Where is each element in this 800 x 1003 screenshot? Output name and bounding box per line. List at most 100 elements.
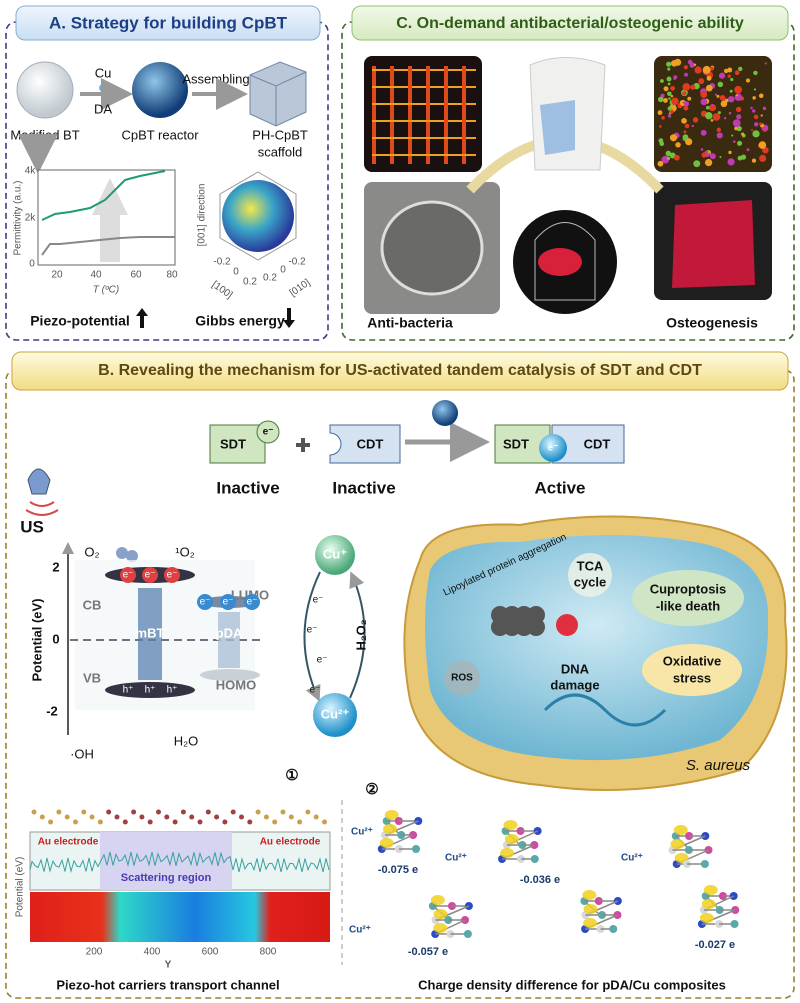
atom [230, 809, 236, 815]
atom [239, 814, 244, 820]
plus [296, 438, 310, 452]
speck [735, 106, 742, 113]
speck [736, 125, 742, 132]
label: H₂O₂ [353, 619, 368, 650]
label: e⁻ [307, 625, 318, 636]
speck [728, 150, 732, 155]
label: e⁻ [123, 570, 134, 581]
label: e⁻ [548, 443, 559, 454]
label: O₂ [84, 544, 99, 559]
label: e⁻ [317, 655, 328, 666]
charge-lobe [433, 923, 448, 933]
speck [663, 86, 669, 92]
speck [763, 129, 767, 132]
speck [717, 111, 721, 115]
atom [56, 809, 62, 815]
speck [702, 65, 711, 74]
atom [297, 819, 303, 825]
cu-2plus-ion [313, 693, 357, 737]
label: VB [83, 670, 101, 685]
speck [727, 67, 733, 73]
speck [693, 63, 697, 67]
atom [180, 809, 186, 815]
speck [734, 70, 740, 76]
bacterium-tem [380, 200, 484, 296]
x-tick-label: 40 [90, 270, 102, 281]
electron [120, 567, 136, 583]
panel-c-title: C. On-demand antibacterial/osteogenic ab… [396, 15, 744, 32]
speck [758, 141, 767, 149]
label: Cu²⁺ [445, 853, 467, 864]
electron [220, 594, 236, 610]
speck [670, 60, 678, 67]
x-tick-label: 400 [144, 947, 161, 958]
speck [746, 148, 750, 152]
label: damage [550, 677, 599, 692]
speck [754, 122, 759, 127]
atom [131, 809, 137, 815]
speck [732, 119, 741, 128]
speck [698, 78, 705, 85]
atom [730, 920, 739, 928]
speck [669, 134, 678, 142]
speck [762, 106, 767, 111]
atom [609, 925, 618, 933]
label: Au electrode [38, 837, 99, 848]
charge-lobe [670, 839, 685, 849]
speck [764, 62, 767, 65]
label: PH-CpBT [252, 127, 308, 142]
atom [214, 814, 220, 820]
label: Cu [95, 65, 112, 80]
speck [723, 117, 727, 120]
label: Cu²⁺ [321, 706, 350, 721]
speck [758, 93, 764, 99]
speck [685, 138, 693, 146]
charge-lobe [699, 913, 714, 923]
axis-label: [001] direction [197, 184, 208, 247]
speck [657, 160, 664, 167]
x-tick-label: 200 [86, 947, 103, 958]
speck [737, 140, 743, 146]
label: e⁻ [263, 427, 274, 438]
speck [675, 142, 681, 148]
label: SDT [220, 436, 246, 451]
y-tick-label: 0 [29, 259, 35, 270]
speck [712, 113, 721, 121]
label: h⁺ [123, 685, 134, 696]
atom [700, 860, 709, 868]
atom [122, 819, 128, 825]
transducer [27, 468, 51, 495]
cu-plus-ion [315, 535, 355, 575]
atom [272, 819, 278, 825]
label: ·OH [70, 746, 94, 761]
x-axis-label: T (ºC) [93, 285, 119, 296]
speck [751, 158, 757, 163]
energy-sphere [222, 180, 294, 252]
atom [255, 809, 261, 815]
speck [710, 105, 716, 111]
atom [197, 819, 203, 825]
speck [734, 126, 738, 131]
x-tick-label: 600 [202, 947, 219, 958]
label: S. aureus [686, 757, 751, 774]
speck [667, 114, 672, 118]
label: Gibbs energy [195, 313, 285, 329]
speck [667, 82, 671, 86]
increase-arrow [92, 178, 128, 262]
speck [700, 129, 707, 136]
speck [716, 127, 721, 133]
label: ¹O₂ [175, 544, 195, 559]
panel-a-title: A. Strategy for building CpBT [49, 13, 288, 32]
scattering-band [100, 832, 232, 890]
up-arrow [136, 308, 148, 328]
speck [682, 101, 685, 104]
speck [684, 101, 690, 107]
heatmap [30, 892, 330, 942]
charge-lobe [701, 899, 716, 909]
tick-label: 0.2 [263, 273, 277, 284]
label: Cu²⁺ [351, 827, 373, 838]
atom [463, 930, 472, 938]
label: DA [94, 101, 112, 116]
speck [683, 105, 689, 111]
charge-lobe [503, 820, 518, 830]
